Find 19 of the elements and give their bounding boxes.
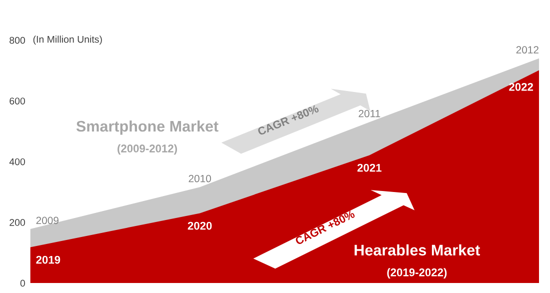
annotation: 2009 [36,216,58,224]
annotation: 2010 [188,174,212,182]
annotation: (2009-2012) [118,144,177,155]
annotation: 2011 [358,110,380,118]
annotation: 2019 [36,256,60,264]
y-tick-label: 200 [10,219,26,226]
y-axis-title: (In Million Units) [33,36,102,45]
annotation: 2020 [188,222,212,230]
annotation: CAGR +80% [257,104,320,136]
y-tick-label: 0 [20,280,26,287]
annotation: 2021 [357,164,382,172]
annotation: 2012 [516,46,538,54]
text: Smartphone Market [76,120,218,135]
series-label: Hearables Market [354,244,480,256]
annotation: 2022 [509,82,533,91]
annotation: (2019-2022) [387,268,447,278]
y-tick-label: 800 [10,36,26,44]
y-tick-label: 400 [9,158,26,166]
y-tick-label: 600 [10,98,26,104]
